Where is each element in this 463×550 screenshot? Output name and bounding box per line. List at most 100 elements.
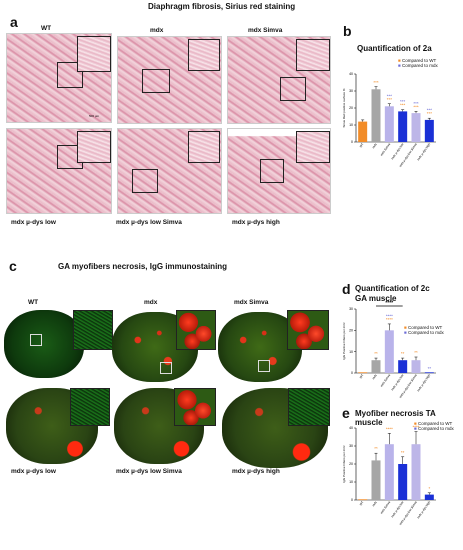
bar-b-2 [384, 106, 394, 142]
x-tick-label-d-0: WT [359, 373, 365, 379]
label-c-mdx-low: mdx µ-dys low [11, 468, 56, 475]
igg-wt-image [4, 310, 84, 378]
bar-e-1 [371, 460, 381, 500]
panel-e-title: Myofiber necrosis TA muscle [355, 409, 436, 427]
legend-b-wt-dot: ■ [398, 58, 401, 63]
panel-d-title: Quantification of 2c [355, 284, 430, 293]
label-a-mdx-low-simva: mdx µ-dys low Simva [116, 219, 182, 226]
sig-wt-d-4: ** [414, 350, 418, 355]
x-tick-label-d-1: mdx [371, 373, 378, 380]
label-c-mdx: mdx [144, 299, 158, 306]
sig-mdx-d-2: **** [386, 313, 393, 318]
igg-mdx-low-simva-inset [174, 388, 216, 426]
label-c-mdx-high: mdx µ-dys high [232, 468, 280, 475]
legend-b-wt-label: Compared to WT [401, 58, 437, 63]
sig-mdx-b-2: *** [387, 93, 393, 98]
y-tick-label-b-0: 0 [351, 140, 353, 144]
panel-d-letter: d [342, 281, 351, 297]
legend-e-mdx-label: Compared to mdx [417, 426, 454, 431]
y-tick-label-b-1: 10 [349, 123, 353, 127]
panel-b-title: Quantification of 2a [357, 44, 432, 53]
y-tick-label-e-3: 30 [349, 444, 353, 448]
legend-d-wt-dot: ■ [404, 325, 407, 330]
legend-e-mdx-dot: ■ [414, 426, 417, 431]
sig-wt-b-4: *** [413, 104, 419, 109]
legend-e-wt-dot: ■ [414, 421, 417, 426]
y-tick-label-b-3: 30 [349, 89, 353, 93]
panel-a-title: Diaphragm fibrosis, Sirius red staining [148, 2, 296, 11]
label-a-mdx: mdx [150, 27, 164, 34]
y-tick-label-e-4: 40 [349, 426, 353, 430]
bar-b-1 [371, 89, 381, 142]
y-tick-label-d-3: 30 [349, 307, 353, 311]
bar-e-4 [411, 444, 421, 500]
sig-wt-b-1: *** [373, 80, 379, 85]
sig-mdx-b-4: *** [413, 101, 419, 106]
legend-d-wt-label: Compared to WT [407, 325, 443, 330]
scalebar-c: 1 mm [6, 374, 14, 378]
bar-b-3 [398, 111, 408, 142]
panel-c-title: GA myofibers necrosis, IgG immunostainin… [58, 262, 228, 271]
y-axis-label-e: IgG Positive Fibers per mm² [342, 445, 346, 482]
sirius-mdx-image [117, 36, 222, 124]
sig-wt-d-3: ** [401, 351, 405, 356]
sig-wt-e-4: **** [412, 425, 419, 430]
y-tick-label-e-0: 0 [351, 498, 353, 502]
label-c-mdx-low-simva: mdx µ-dys low Simva [116, 468, 182, 475]
y-tick-label-d-1: 10 [349, 350, 353, 354]
legend-b: ■ Compared to WT ■ Compared to mdx [398, 58, 438, 68]
x-tick-label-e-2: mdx Simva [379, 500, 391, 515]
y-tick-label-b-2: 20 [349, 106, 353, 110]
legend-d: ■ Compared to WT ■ Compared to mdx [404, 325, 444, 335]
igg-mdx-high-inset [288, 388, 330, 426]
legend-e-wt-label: Compared to WT [417, 421, 453, 426]
bar-d-3 [398, 360, 408, 373]
sig-wt-b-3: *** [400, 103, 406, 108]
y-axis-label-d: IgG Positive Fibers per mm² [342, 322, 346, 359]
y-axis-label-b: Sirius Red positive surface % [342, 88, 346, 127]
legend-d-mdx-label: Compared to mdx [407, 330, 444, 335]
bar-b-4 [411, 113, 421, 142]
legend-e: ■ Compared to WT ■ Compared to mdx [414, 421, 454, 431]
bar-e-3 [398, 464, 408, 500]
igg-mdx-simva-inset [287, 310, 329, 350]
legend-b-mdx-label: Compared to mdx [401, 63, 438, 68]
igg-mdx-inset [176, 310, 216, 350]
igg-wt-inset [73, 310, 113, 350]
legend-d-mdx-dot: ■ [404, 330, 407, 335]
bar-e-5 [424, 494, 434, 500]
bracket-label-d: **** [385, 301, 393, 307]
label-a-mdx-simva: mdx Simva [248, 27, 283, 34]
bar-b-0 [358, 121, 368, 142]
panel-c-letter: c [9, 258, 17, 274]
sig-wt-e-5: * [428, 486, 430, 491]
label-c-wt: WT [28, 299, 39, 306]
label-c-mdx-simva: mdx Simva [234, 299, 269, 306]
x-tick-label-b-2: mdx Simva [379, 142, 391, 157]
panel-a-letter: a [10, 14, 18, 30]
sirius-mdx-simva-image [227, 36, 331, 124]
legend-b-mdx-dot: ■ [398, 63, 401, 68]
sig-wt-b-5: *** [427, 111, 433, 116]
sig-wt-b-2: *** [387, 97, 393, 102]
sig-mdx-b-5: *** [427, 108, 433, 113]
y-tick-label-e-1: 10 [349, 480, 353, 484]
x-tick-label-e-1: mdx [371, 500, 378, 507]
y-tick-label-b-4: 40 [349, 72, 353, 76]
sig-wt-d-1: ** [374, 351, 378, 356]
panel-e-letter: e [342, 405, 350, 421]
x-tick-label-b-1: mdx [371, 142, 378, 149]
sig-wt-e-3: ** [401, 450, 405, 455]
x-tick-label-d-2: mdx Simva [379, 373, 391, 388]
sig-wt-d-2: **** [386, 317, 393, 322]
bar-b-5 [424, 119, 434, 142]
bar-e-2 [384, 444, 394, 500]
x-tick-label-b-0: WT [359, 142, 365, 148]
bar-d-4 [411, 360, 421, 373]
y-tick-label-d-2: 20 [349, 329, 353, 333]
sig-mdx-d-5: ** [428, 366, 432, 371]
bar-d-1 [371, 360, 381, 373]
